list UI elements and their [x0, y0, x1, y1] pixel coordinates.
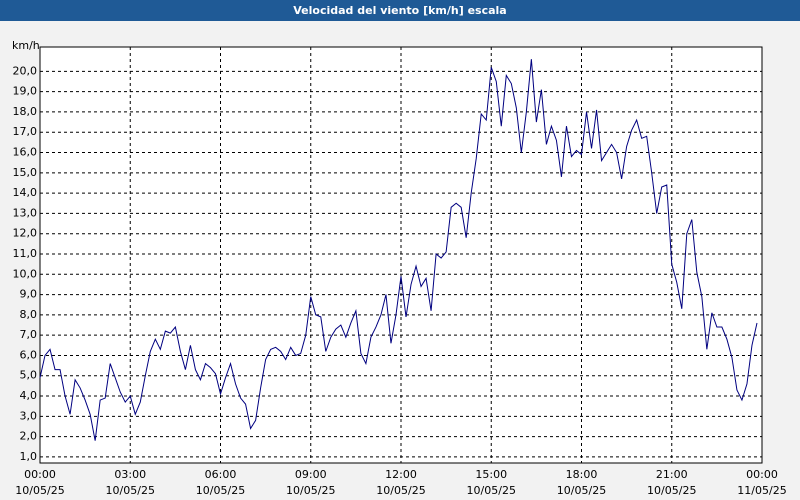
x-tick-date: 10/05/25	[15, 484, 64, 497]
x-tick-label: 00:00	[746, 468, 778, 481]
x-tick-label: 00:00	[24, 468, 56, 481]
x-tick-date: 10/05/25	[286, 484, 335, 497]
y-tick-label: 20,0	[13, 64, 38, 77]
y-tick-label: 7,0	[20, 328, 38, 341]
title-bar	[0, 0, 800, 21]
y-tick-label: 19,0	[13, 85, 38, 98]
y-tick-label: 13,0	[13, 206, 38, 219]
y-tick-label: 10,0	[13, 267, 38, 280]
y-tick-label: 6,0	[20, 348, 38, 361]
x-tick-label: 03:00	[114, 468, 146, 481]
y-tick-label: 18,0	[13, 105, 38, 118]
x-tick-label: 21:00	[656, 468, 688, 481]
plot-border	[39, 46, 763, 464]
y-tick-label: 16,0	[13, 146, 38, 159]
x-tick-date: 10/05/25	[106, 484, 155, 497]
x-tick-label: 06:00	[205, 468, 237, 481]
x-tick-date: 10/05/25	[557, 484, 606, 497]
y-tick-label: 15,0	[13, 166, 38, 179]
y-tick-label: 11,0	[13, 247, 38, 260]
chart-title: Velocidad del viento [km/h] escala	[293, 4, 506, 17]
y-tick-label: 8,0	[20, 308, 38, 321]
x-tick-date: 10/05/25	[647, 484, 696, 497]
x-tick-label: 09:00	[295, 468, 327, 481]
plot-area	[40, 47, 762, 463]
x-tick-label: 12:00	[385, 468, 417, 481]
data-line	[39, 59, 758, 441]
x-tick-label: 18:00	[566, 468, 598, 481]
y-tick-label: 17,0	[13, 125, 38, 138]
x-tick-date: 10/05/25	[196, 484, 245, 497]
x-tick-date: 11/05/25	[737, 484, 786, 497]
y-tick-label: 3,0	[20, 409, 38, 422]
y-tick-label: 12,0	[13, 227, 38, 240]
y-tick-label: 5,0	[20, 369, 38, 382]
y-tick-label: 2,0	[20, 430, 38, 443]
x-tick-date: 10/05/25	[467, 484, 516, 497]
x-tick-date: 10/05/25	[376, 484, 425, 497]
y-tick-label: 4,0	[20, 389, 38, 402]
y-axis-unit: km/h	[12, 39, 40, 52]
y-tick-label: 1,0	[20, 450, 38, 463]
x-tick-label: 15:00	[475, 468, 507, 481]
y-tick-label: 14,0	[13, 186, 38, 199]
y-tick-label: 9,0	[20, 288, 38, 301]
